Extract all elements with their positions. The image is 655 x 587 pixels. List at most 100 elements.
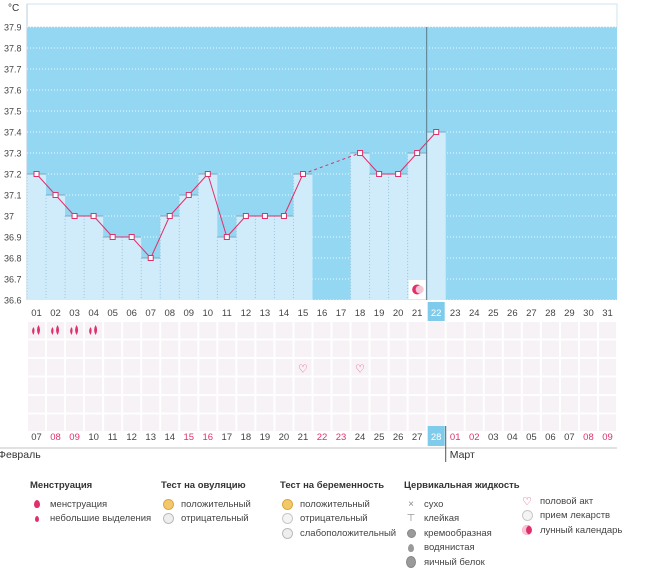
y-tick-label: 37.1 <box>4 191 22 201</box>
temperature-bar <box>217 237 237 300</box>
day-label: 13 <box>260 308 271 319</box>
y-tick-label: 37.5 <box>4 107 22 117</box>
date-label: 11 <box>108 432 118 443</box>
legend-label: положительный <box>181 498 251 510</box>
day-label: 01 <box>31 308 42 319</box>
legend-label: отрицательный <box>300 513 368 525</box>
negative-test-icon <box>162 513 174 525</box>
temperature-gap-segment <box>302 152 361 175</box>
event-cell <box>313 340 331 357</box>
legend-label: водянистая <box>424 542 475 554</box>
temperature-bar <box>388 174 408 300</box>
temperature-bar <box>407 153 427 300</box>
legend-label: прием лекарств <box>540 510 611 522</box>
event-cell <box>522 359 540 376</box>
event-cell <box>237 414 255 431</box>
event-cell <box>180 322 198 339</box>
event-cell <box>66 340 84 357</box>
event-cell <box>522 322 540 339</box>
event-cell <box>180 359 198 376</box>
temperature-segment <box>188 173 209 196</box>
month-label: Февраль <box>0 449 41 461</box>
temperature-point <box>376 171 383 177</box>
event-cell <box>275 359 293 376</box>
chart-grid <box>27 26 617 301</box>
legend-item: лунный календарь <box>520 523 622 538</box>
event-cell <box>161 396 179 413</box>
date-label: 09 <box>602 432 613 443</box>
event-cell <box>446 340 464 357</box>
legend-ovulation: Тест на овуляцию положительный отрицател… <box>161 480 251 526</box>
day-label: 25 <box>488 308 499 319</box>
temperature-point <box>185 192 192 198</box>
event-cell <box>180 414 198 431</box>
legend-title: Тест на овуляцию <box>161 480 246 491</box>
menstruation-drop-icon <box>32 327 35 335</box>
legend-item: ♡ половой акт <box>520 494 622 509</box>
legend-item: небольшие выделения <box>30 512 151 527</box>
event-cell <box>85 322 103 339</box>
current-day-highlight <box>427 302 445 321</box>
menstruation-drop-icon <box>56 325 60 335</box>
event-cell <box>66 396 84 413</box>
event-cell <box>104 396 122 413</box>
event-cell <box>389 396 407 413</box>
event-cell <box>218 396 236 413</box>
event-cell <box>541 340 559 357</box>
temperature-point <box>166 213 173 219</box>
legend-item: × сухо <box>404 497 520 512</box>
event-cell <box>28 377 46 394</box>
legend-label: клейкая <box>424 513 460 525</box>
event-cell <box>522 414 540 431</box>
event-cell <box>161 359 179 376</box>
event-cell <box>465 377 483 394</box>
y-tick-label: 37.8 <box>4 44 22 54</box>
temperature-segment <box>55 194 75 217</box>
event-cell <box>123 359 141 376</box>
event-cell <box>408 414 426 431</box>
event-cell <box>598 322 616 339</box>
legend-item: ⊤ клейкая <box>404 512 520 527</box>
event-cell <box>484 340 502 357</box>
legend-title: Цервикальная жидкость <box>404 480 520 491</box>
date-label: 08 <box>50 432 61 443</box>
date-row: 07 08 09 10 11 12 13 14 15 16 17 18 19 20 21 22 23 24 25 26… <box>0 426 617 462</box>
temperature-point <box>280 213 287 219</box>
event-cell <box>446 396 464 413</box>
event-cell <box>332 359 350 376</box>
event-cell <box>560 377 578 394</box>
event-cell <box>351 340 369 357</box>
temperature-point <box>33 171 40 177</box>
event-cell <box>370 396 388 413</box>
event-cell <box>389 322 407 339</box>
event-cell <box>408 396 426 413</box>
event-cell <box>484 396 502 413</box>
day-label: 29 <box>564 308 575 319</box>
y-tick-label: 37.4 <box>4 128 22 138</box>
event-cell <box>446 322 464 339</box>
event-cell <box>218 359 236 376</box>
event-cell <box>28 322 46 339</box>
legend-other: ♡ половой акт прием лекарств лунный кален… <box>520 494 622 538</box>
egg-white-icon <box>406 556 416 569</box>
event-cell <box>598 414 616 431</box>
legend-label: положительный <box>300 498 370 510</box>
event-cell <box>351 322 369 339</box>
event-cell <box>28 340 46 357</box>
positive-test-icon <box>162 498 174 510</box>
moon-icon <box>522 525 532 536</box>
day-label: 19 <box>374 308 385 319</box>
event-cell <box>47 396 65 413</box>
temperature-point <box>261 213 268 219</box>
date-label: 10 <box>88 432 99 443</box>
y-axis-ticks: 37.9 37.8 37.7 37.6 37.5 37.4 37.3 37.2 37.1 37 36… <box>4 23 22 306</box>
day-label: 04 <box>88 308 99 319</box>
temperature-point <box>71 213 78 219</box>
event-cell <box>104 340 122 357</box>
event-cell <box>503 340 521 357</box>
event-cell <box>522 396 540 413</box>
temperature-bar <box>369 174 389 300</box>
y-axis-unit: °C <box>8 3 19 14</box>
event-cell <box>370 377 388 394</box>
event-cell <box>180 396 198 413</box>
